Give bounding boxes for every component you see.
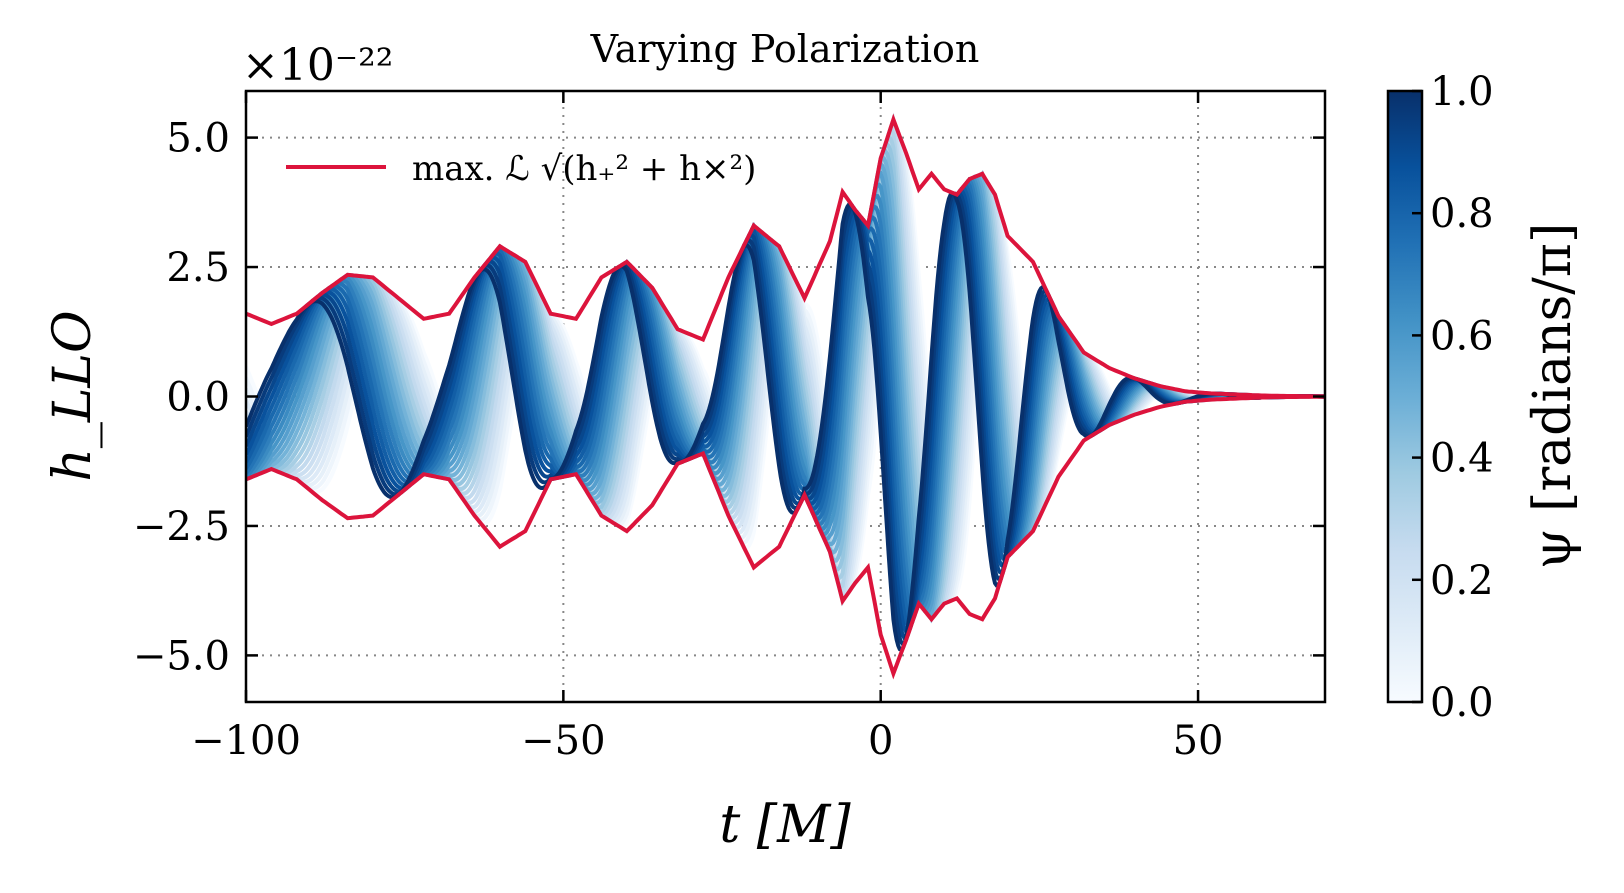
colorbar-tick-label: 0.8 <box>1430 191 1494 237</box>
colorbar-tick-label: 0.4 <box>1430 436 1494 482</box>
x-tick-label: 0 <box>868 718 893 764</box>
x-axis-ticks: −100 −50 0 50 <box>191 91 1224 764</box>
colorbar-tick-label: 0.0 <box>1430 680 1494 726</box>
y-axis-ticks: 5.0 2.5 0.0 −2.5 −5.0 <box>133 116 1325 679</box>
y-tick-label: −5.0 <box>133 633 230 679</box>
envelope-line-lower <box>246 394 1325 680</box>
y-tick-label: −2.5 <box>133 504 230 550</box>
y-offset-label: ×10⁻²² <box>242 40 393 91</box>
colorbar-title: ψ [radians/π] <box>1523 223 1583 570</box>
envelope-line-upper <box>246 113 1325 399</box>
y-tick-label: 0.0 <box>166 375 230 421</box>
colorbar-gradient <box>1386 89 1424 704</box>
y-tick-label: 2.5 <box>166 245 230 291</box>
polarization-line <box>246 190 1325 653</box>
colorbar-tick-label: 0.2 <box>1430 558 1494 604</box>
colorbar-ticks: 0.0 0.2 0.4 0.6 0.8 1.0 <box>1412 69 1494 726</box>
x-axis-title: t [M] <box>719 795 851 855</box>
colorbar: 0.0 0.2 0.4 0.6 0.8 1.0 ψ [radians/π] <box>1386 69 1583 726</box>
legend: max. ℒ √(h₊² + h×²) <box>286 149 756 189</box>
envelope-series-group <box>246 113 1325 680</box>
legend-label: max. ℒ √(h₊² + h×²) <box>412 149 756 189</box>
x-tick-label: −50 <box>521 718 605 764</box>
x-tick-label: 50 <box>1173 718 1224 764</box>
x-tick-label: −100 <box>191 718 301 764</box>
chart-title: Varying Polarization <box>590 27 980 71</box>
colorbar-tick-label: 0.6 <box>1430 313 1494 359</box>
colorbar-tick-label: 1.0 <box>1430 69 1494 115</box>
y-axis-title: h_LLO <box>43 310 103 481</box>
y-tick-label: 5.0 <box>166 116 230 162</box>
